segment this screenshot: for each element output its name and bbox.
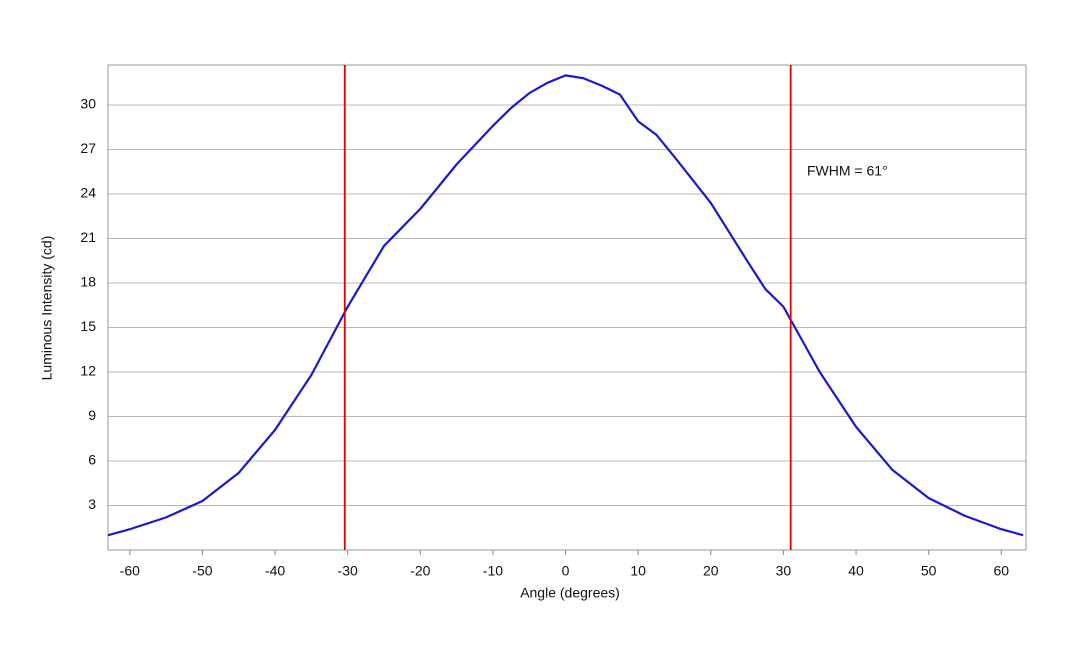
x-tick-label: 50 — [921, 563, 937, 579]
annotation: FWHM = 61° — [807, 163, 888, 179]
y-tick-label: 9 — [88, 407, 96, 423]
x-tick-label: -50 — [192, 563, 212, 579]
data-line — [107, 74, 1024, 537]
y-tick-label: 21 — [80, 229, 96, 245]
y-tick-label: 18 — [80, 274, 96, 290]
x-tick-label: 0 — [562, 563, 570, 579]
x-tick-label: -10 — [483, 563, 503, 579]
y-tick-label: 24 — [80, 185, 96, 201]
x-tick-label: -60 — [120, 563, 140, 579]
x-tick-label: -40 — [265, 563, 285, 579]
y-tick-label: 3 — [88, 496, 96, 512]
x-tick-label: 40 — [848, 563, 864, 579]
y-tick-label: 15 — [80, 318, 96, 334]
y-tick-label: 12 — [80, 363, 96, 379]
y-tick-label: 6 — [88, 452, 96, 468]
y-axis-label: Luminous Intensity (cd) — [39, 236, 55, 381]
x-axis-label: Angle (degrees) — [520, 585, 620, 601]
x-tick-label: 20 — [703, 563, 719, 579]
plot-frame — [107, 64, 1027, 551]
x-tick-label: -20 — [410, 563, 430, 579]
y-tick-label: 30 — [80, 96, 96, 112]
x-tick-label: -30 — [338, 563, 358, 579]
y-tick-label: 27 — [80, 140, 96, 156]
x-tick-label: 10 — [630, 563, 646, 579]
x-tick-label: 60 — [994, 563, 1010, 579]
x-tick-label: 30 — [776, 563, 792, 579]
